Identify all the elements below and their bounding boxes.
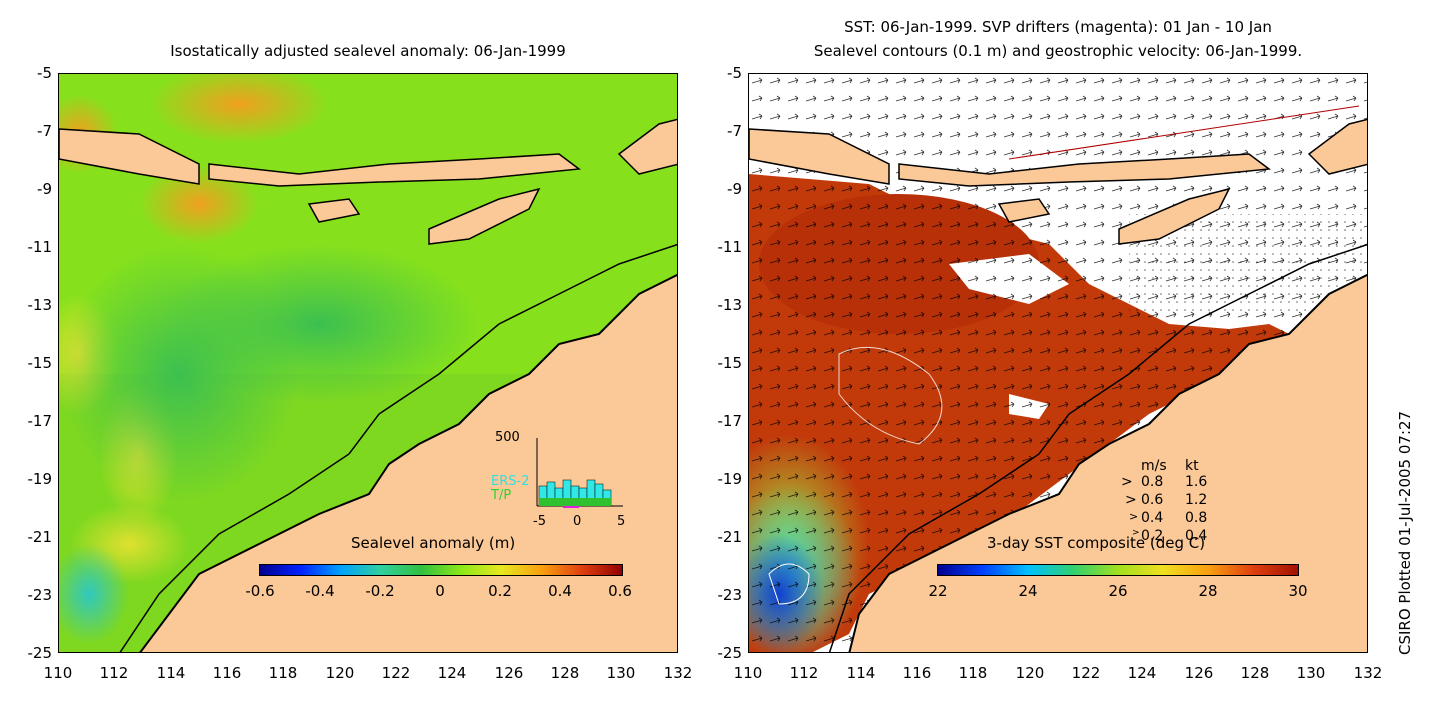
right-map-panel: m/s kt > 0.8 1.6 > 0.6 1.2 > 0.4 0.8 > 0… [748, 73, 1368, 653]
left-xtick: 116 [212, 664, 242, 682]
left-xtick: 122 [381, 664, 411, 682]
vel-legend-kt: 0.8 [1185, 510, 1208, 526]
vel-legend-kt: 1.6 [1185, 474, 1208, 490]
left-xtick: 120 [325, 664, 355, 682]
right-xtick: 112 [789, 664, 819, 682]
right-xtick: 122 [1071, 664, 1101, 682]
left-xtick: 126 [494, 664, 524, 682]
left-ytick: -25 [27, 644, 53, 662]
vel-legend-ms: 0.2 [1141, 528, 1164, 544]
right-ytick: -9 [727, 180, 742, 198]
left-xtick: 124 [437, 664, 467, 682]
hist-series-tp: T/P [491, 488, 512, 503]
left-ytick: -19 [27, 470, 53, 488]
right-ytick: -11 [717, 238, 743, 256]
left-xtick: 118 [268, 664, 298, 682]
sealevel-anomaly-map [59, 74, 677, 652]
vel-legend-arrow-icon: > [1132, 528, 1140, 538]
right-ytick: -15 [717, 354, 743, 372]
right-ytick: -19 [717, 470, 743, 488]
vel-legend-header-ms: m/s [1141, 458, 1167, 474]
right-map-title-line1: SST: 06-Jan-1999. SVP drifters (magenta)… [844, 18, 1272, 36]
right-cb-tick-1: 24 [1018, 582, 1038, 600]
left-ytick: -17 [27, 412, 53, 430]
right-xtick: 132 [1353, 664, 1383, 682]
right-cb-tick-0: 22 [928, 582, 948, 600]
right-xtick: 124 [1127, 664, 1157, 682]
data-count-histogram [536, 438, 623, 508]
right-xtick: 126 [1184, 664, 1214, 682]
right-ytick: -5 [727, 64, 742, 82]
right-cb-tick-3: 28 [1198, 582, 1218, 600]
left-cb-tick-5: 0.4 [548, 582, 572, 600]
vel-legend-header-kt: kt [1185, 458, 1199, 474]
hist-xtick-0: -5 [533, 514, 546, 529]
vel-legend-kt: 0.4 [1185, 528, 1208, 544]
right-ytick: -7 [727, 122, 742, 140]
left-xtick: 128 [550, 664, 580, 682]
left-xtick: 112 [99, 664, 129, 682]
right-map-title-line2: Sealevel contours (0.1 m) and geostrophi… [813, 42, 1303, 60]
left-map-panel: Sealevel anomaly (m) -0.6 -0.4 -0.2 0 0.… [58, 73, 678, 653]
vel-legend-ms: 0.6 [1141, 492, 1164, 508]
hist-xtick-2: 5 [617, 514, 626, 529]
left-xtick: 130 [606, 664, 636, 682]
hist-xtick-1: 0 [573, 514, 582, 529]
hist-series-ers2: ERS-2 [491, 474, 530, 489]
hist-ymax-label: 500 [495, 430, 520, 445]
vel-legend-ms: 0.4 [1141, 510, 1164, 526]
right-xtick: 130 [1296, 664, 1326, 682]
right-colorbar [937, 564, 1299, 576]
vel-legend-arrow-icon: > [1125, 492, 1137, 508]
right-xtick: 128 [1240, 664, 1270, 682]
left-cb-tick-1: -0.4 [305, 582, 335, 600]
left-ytick: -11 [27, 238, 53, 256]
vel-legend-arrow-icon: > [1129, 510, 1139, 523]
left-map-title: Isostatically adjusted sealevel anomaly:… [170, 42, 566, 60]
vel-legend-kt: 1.2 [1185, 492, 1208, 508]
right-xtick: 114 [846, 664, 876, 682]
left-ytick: -23 [27, 586, 53, 604]
right-ytick: -17 [717, 412, 743, 430]
left-cb-tick-2: -0.2 [365, 582, 395, 600]
left-cb-tick-0: -0.6 [245, 582, 275, 600]
right-cb-tick-4: 30 [1288, 582, 1308, 600]
right-cb-tick-2: 26 [1108, 582, 1128, 600]
left-xtick: 114 [156, 664, 186, 682]
svp-drifter-track [1008, 105, 1360, 160]
right-xtick: 116 [902, 664, 932, 682]
right-colorbar-label: 3-day SST composite (deg C) [987, 534, 1206, 552]
left-cb-tick-4: 0.2 [488, 582, 512, 600]
left-ytick: -21 [27, 528, 53, 546]
left-ytick: -7 [37, 122, 52, 140]
left-ytick: -13 [27, 296, 53, 314]
left-xtick: 110 [43, 664, 73, 682]
sst-map [749, 74, 1367, 652]
right-ytick: -21 [717, 528, 743, 546]
right-ytick: -23 [717, 586, 743, 604]
left-colorbar [259, 564, 623, 576]
left-colorbar-label: Sealevel anomaly (m) [351, 534, 516, 552]
left-ytick: -9 [37, 180, 52, 198]
plot-credit: CSIRO Plotted 01-Jul-2005 07:27 [1396, 410, 1414, 655]
left-ytick: -15 [27, 354, 53, 372]
left-xtick: 132 [663, 664, 693, 682]
right-xtick: 110 [733, 664, 763, 682]
right-ytick: -25 [717, 644, 743, 662]
right-xtick: 120 [1015, 664, 1045, 682]
right-xtick: 118 [958, 664, 988, 682]
left-cb-tick-6: 0.6 [608, 582, 632, 600]
vel-legend-ms: 0.8 [1141, 474, 1164, 490]
left-cb-tick-3: 0 [435, 582, 445, 600]
right-ytick: -13 [717, 296, 743, 314]
vel-legend-arrow-icon: > [1121, 474, 1133, 490]
left-ytick: -5 [37, 64, 52, 82]
